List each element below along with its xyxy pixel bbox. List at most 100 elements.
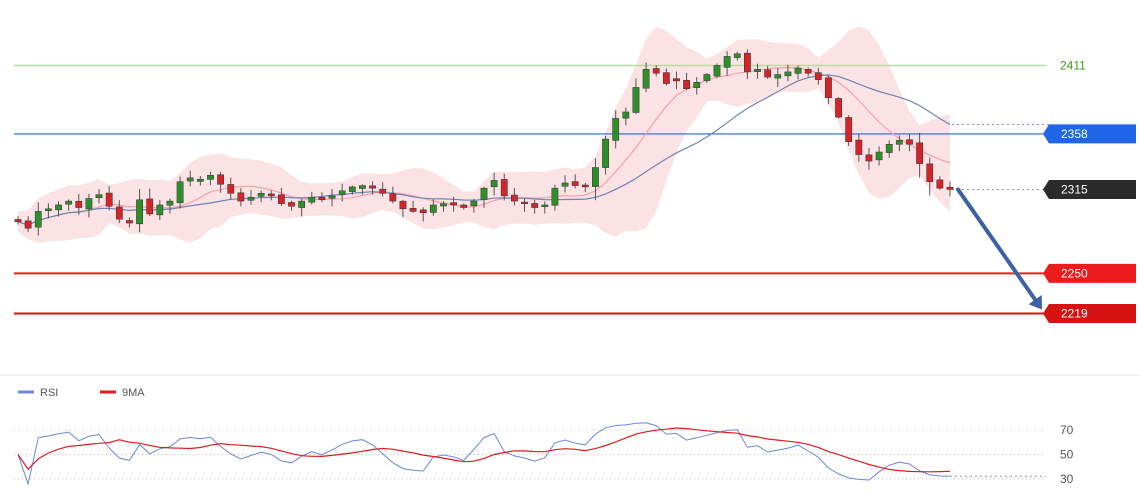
candle-body xyxy=(885,144,893,153)
candle-body xyxy=(45,208,52,211)
candle-body xyxy=(744,52,751,73)
candle-body xyxy=(814,72,822,80)
candle-body xyxy=(865,154,873,162)
candle-body xyxy=(237,192,245,202)
candle-body xyxy=(622,111,630,119)
indicator-tick-70: 70 xyxy=(1060,423,1074,437)
candle-body xyxy=(571,181,579,186)
candle-body xyxy=(105,192,113,207)
candle-body xyxy=(399,200,407,210)
candle-body xyxy=(288,202,295,207)
band-area xyxy=(18,26,950,243)
indicator-legend: RSI 9MA xyxy=(18,387,145,399)
candle-body xyxy=(359,185,366,189)
legend-label-9ma: 9MA xyxy=(122,387,145,399)
candle-body xyxy=(733,53,741,58)
candle-body xyxy=(531,203,539,208)
candle-body xyxy=(318,197,326,201)
candle-body xyxy=(24,220,32,229)
candle-body xyxy=(713,65,721,77)
candle-body xyxy=(348,186,356,192)
candle-body xyxy=(247,196,255,201)
candle-body xyxy=(490,180,498,188)
candle-body xyxy=(328,195,336,199)
candle-body xyxy=(34,211,42,228)
candle-body xyxy=(298,200,306,208)
candles xyxy=(14,49,954,236)
level-label-2358: 2358 xyxy=(1061,127,1088,141)
candle-body xyxy=(703,74,711,81)
candle-body xyxy=(551,187,559,206)
candle-body xyxy=(126,220,133,224)
level-label-2315: 2315 xyxy=(1061,182,1088,196)
candle-body xyxy=(511,194,518,202)
candle-body xyxy=(673,78,680,82)
candle-body xyxy=(683,80,690,89)
candle-body xyxy=(429,204,437,213)
candle-body xyxy=(308,196,316,203)
candle-body xyxy=(95,194,103,199)
level-tag-2250 xyxy=(1043,263,1136,283)
level-tag-2315 xyxy=(1043,179,1136,199)
candle-body xyxy=(278,194,285,204)
candle-body xyxy=(166,200,174,206)
candle-body xyxy=(389,193,397,202)
level-tags: 2411 2358 2315 2250 2219 xyxy=(1043,58,1136,323)
bollinger-bands xyxy=(18,26,950,243)
candle-body xyxy=(632,87,640,113)
candle-body xyxy=(176,181,184,204)
forecast-arrow-head xyxy=(1028,295,1042,310)
candle-body xyxy=(207,175,214,180)
indicator-tick-30: 30 xyxy=(1060,472,1074,486)
candle-body xyxy=(946,186,954,190)
candle-body xyxy=(561,182,569,187)
candle-body xyxy=(855,139,863,155)
candle-body xyxy=(460,204,468,208)
forecast-arrow xyxy=(956,187,1042,310)
candle-body xyxy=(652,68,660,74)
candle-body xyxy=(419,209,427,213)
candle-body xyxy=(217,174,224,185)
indicator-lines xyxy=(17,422,1046,486)
candle-body xyxy=(895,140,903,145)
candle-body xyxy=(764,69,772,78)
candle-body xyxy=(774,74,782,79)
candle-body xyxy=(470,200,478,207)
candle-body xyxy=(14,219,22,223)
candle-body xyxy=(369,185,376,189)
indicator-grid: 70 50 30 xyxy=(14,423,1074,486)
candle-body xyxy=(450,202,457,206)
candle-body xyxy=(916,142,923,164)
candle-body xyxy=(521,201,528,204)
candle-body xyxy=(55,204,62,211)
candle-body xyxy=(784,71,792,77)
candle-body xyxy=(835,98,842,118)
candle-body xyxy=(541,204,549,207)
candle-body xyxy=(754,69,761,72)
candle-body xyxy=(612,118,620,141)
level-label-2219: 2219 xyxy=(1061,306,1088,320)
candle-body xyxy=(926,163,934,182)
rsi-ma-line xyxy=(17,427,951,473)
legend-label-rsi: RSI xyxy=(40,387,58,399)
candle-body xyxy=(379,188,387,194)
candle-body xyxy=(825,77,832,98)
candle-body xyxy=(440,203,447,207)
candle-body xyxy=(136,199,143,225)
candle-body xyxy=(845,117,853,142)
candle-body xyxy=(794,67,802,74)
candle-body xyxy=(65,200,73,205)
candle-body xyxy=(75,200,83,208)
candle-body xyxy=(906,139,913,145)
candle-body xyxy=(338,190,346,195)
forecast-arrow-shaft xyxy=(956,187,1038,302)
candle-body xyxy=(115,206,123,220)
level-lines xyxy=(0,64,1140,376)
candle-body xyxy=(186,177,194,182)
candle-body xyxy=(602,138,609,168)
candle-body xyxy=(642,69,650,89)
level-tag-2219 xyxy=(1043,303,1136,323)
candle-body xyxy=(936,179,944,189)
